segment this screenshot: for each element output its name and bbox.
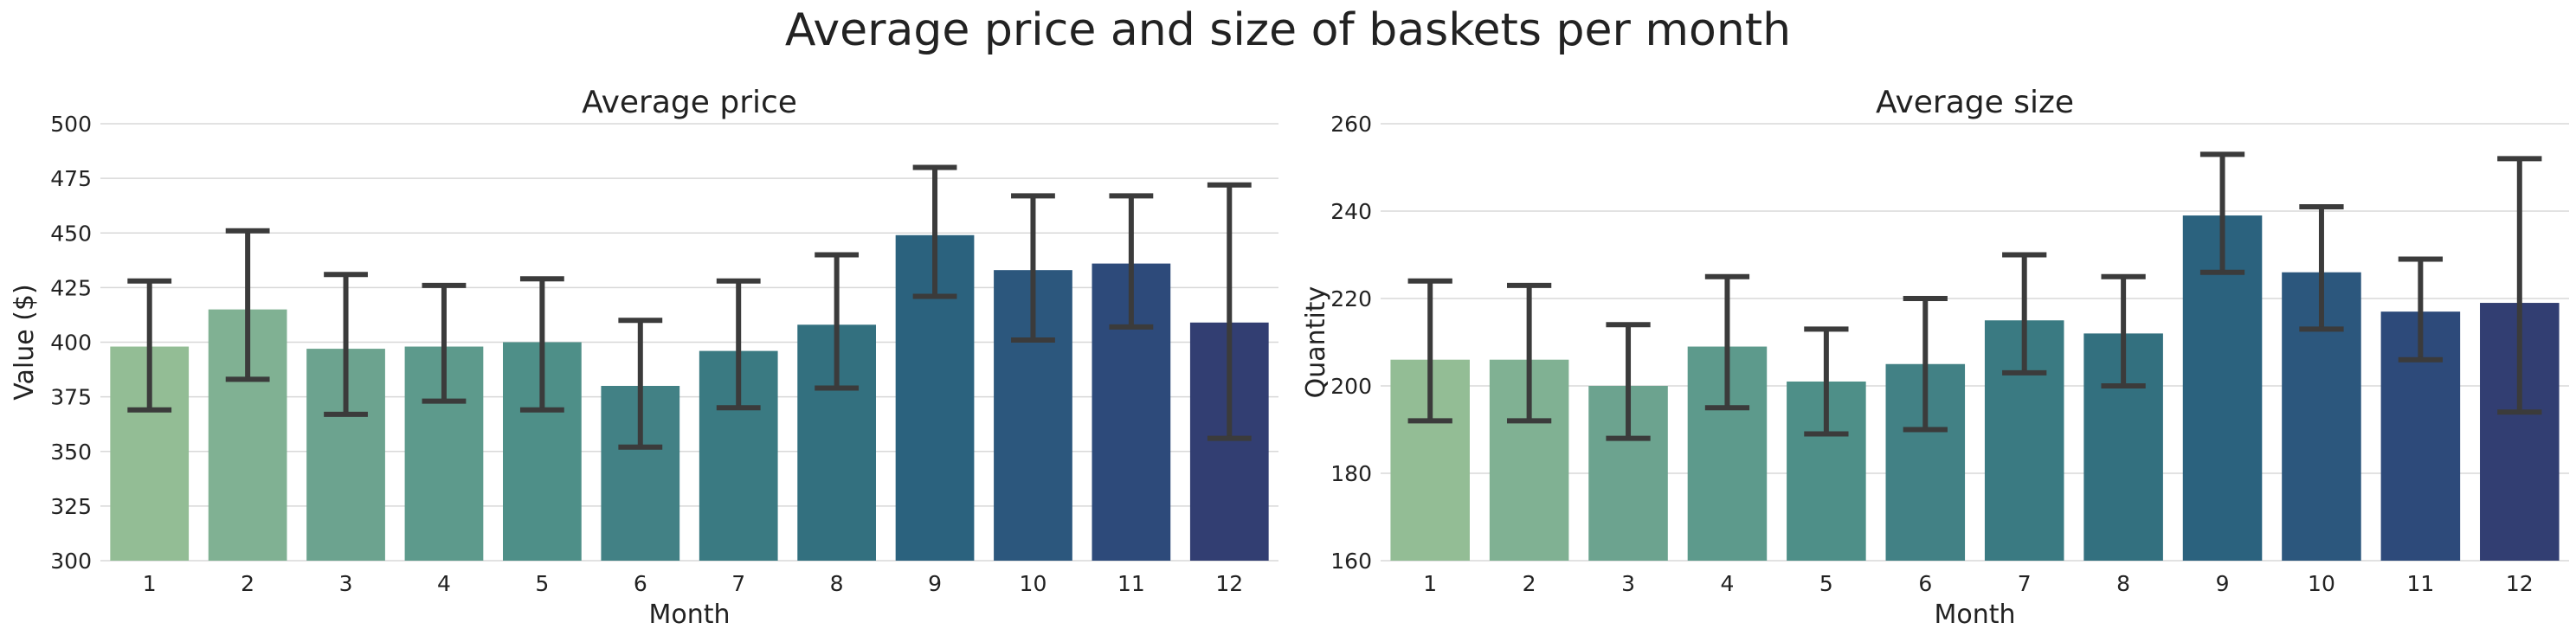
price-y-tick-label: 475 — [50, 166, 92, 191]
price-x-tick-label: 8 — [830, 571, 844, 596]
price-error-bar — [1109, 193, 1154, 330]
price-error-bar — [815, 252, 860, 391]
size-y-tick-label: 260 — [1330, 112, 1372, 137]
price-error-bar — [716, 278, 761, 411]
size-x-tick-label: 8 — [2116, 571, 2130, 596]
price-y-tick-label: 500 — [50, 112, 92, 137]
size-x-tick-label: 5 — [1819, 571, 1833, 596]
size-error-bar — [2199, 151, 2245, 275]
size-x-tick-label: 3 — [1621, 571, 1635, 596]
size-x-tick-label: 1 — [1423, 571, 1437, 596]
price-y-tick-label: 325 — [50, 494, 92, 519]
price-y-tick-label: 450 — [50, 221, 92, 246]
price-panel-title: Average price — [582, 85, 797, 120]
price-y-axis-label: Value ($) — [10, 284, 40, 400]
size-error-bar — [2002, 252, 2047, 376]
size-x-tick-label: 9 — [2216, 571, 2230, 596]
size-x-tick-label: 12 — [2506, 571, 2534, 596]
figure-title: Average price and size of baskets per mo… — [785, 4, 1791, 56]
price-error-bar — [912, 164, 957, 299]
size-error-bar — [2101, 273, 2146, 388]
price-error-bar — [422, 282, 467, 404]
size-error-bar — [1704, 273, 1750, 411]
size-y-tick-label: 160 — [1330, 549, 1372, 574]
price-x-tick-label: 3 — [339, 571, 353, 596]
size-error-bar — [2398, 256, 2444, 363]
price-error-bar — [1207, 182, 1252, 441]
price-x-tick-label: 9 — [928, 571, 942, 596]
size-error-bar — [2497, 156, 2542, 415]
price-error-bar — [225, 228, 270, 382]
size-x-tick-label: 6 — [1918, 571, 1932, 596]
price-x-tick-label: 11 — [1117, 571, 1145, 596]
size-x-tick-label: 2 — [1523, 571, 1536, 596]
price-x-tick-label: 7 — [731, 571, 745, 596]
price-error-bar — [1011, 193, 1055, 343]
price-x-tick-label: 2 — [241, 571, 254, 596]
price-x-tick-label: 4 — [437, 571, 451, 596]
price-y-tick-label: 400 — [50, 331, 92, 356]
size-error-bar — [1804, 326, 1849, 437]
price-x-tick-label: 1 — [143, 571, 157, 596]
size-y-tick-label: 200 — [1330, 374, 1372, 399]
price-x-tick-label: 12 — [1215, 571, 1243, 596]
price-y-tick-label: 300 — [50, 549, 92, 574]
size-y-tick-label: 220 — [1330, 286, 1372, 311]
size-error-bar — [1903, 296, 1948, 433]
price-y-tick-label: 375 — [50, 385, 92, 410]
size-x-tick-label: 10 — [2308, 571, 2335, 596]
price-y-tick-label: 350 — [50, 440, 92, 465]
price-error-bar — [519, 276, 564, 413]
size-error-bar — [2299, 203, 2344, 332]
size-y-tick-label: 240 — [1330, 199, 1372, 224]
price-error-bar — [618, 318, 663, 450]
size-y-axis-label: Quantity — [1301, 286, 1331, 399]
price-x-tick-label: 5 — [535, 571, 549, 596]
size-x-tick-label: 11 — [2406, 571, 2434, 596]
size-x-axis-label: Month — [1934, 600, 2015, 630]
size-x-tick-label: 7 — [2018, 571, 2032, 596]
price-x-tick-label: 6 — [634, 571, 647, 596]
size-panel-title: Average size — [1876, 85, 2074, 120]
price-x-axis-label: Month — [648, 600, 730, 630]
size-error-bar — [1506, 282, 1552, 424]
price-y-tick-label: 425 — [50, 275, 92, 300]
size-error-bar — [1606, 322, 1651, 441]
size-error-bar — [1407, 278, 1452, 424]
price-x-tick-label: 10 — [1020, 571, 1047, 596]
size-y-tick-label: 180 — [1330, 461, 1372, 486]
price-error-bar — [127, 278, 172, 413]
size-x-tick-label: 4 — [1721, 571, 1735, 596]
price-error-bar — [324, 272, 368, 417]
